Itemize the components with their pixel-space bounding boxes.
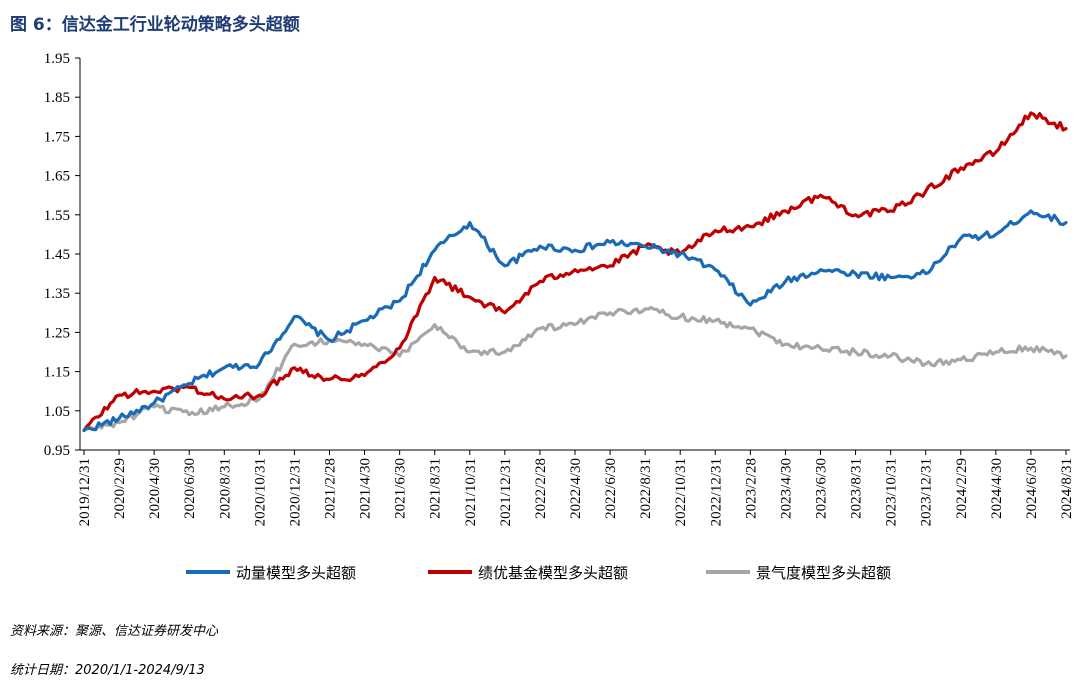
x-tick-label: 2023/6/30 [814, 458, 830, 519]
legend: 动量模型多头超额 绩优基金模型多头超额 景气度模型多头超额 [186, 564, 891, 582]
y-tick-label: 1.05 [44, 404, 70, 420]
x-tick-label: 2020/4/30 [147, 458, 163, 519]
x-tick-label: 2022/4/30 [568, 458, 584, 519]
y-tick-label: 0.95 [44, 443, 70, 459]
x-tick-label: 2020/2/29 [112, 458, 128, 519]
y-tick-label: 1.85 [44, 90, 70, 106]
x-tick-label: 2022/12/31 [708, 458, 724, 526]
x-tick-label: 2022/2/28 [533, 458, 549, 519]
x-tick-label: 2024/2/29 [954, 458, 970, 519]
y-tick-label: 1.75 [44, 129, 70, 145]
x-tick-label: 2020/8/31 [217, 458, 233, 519]
x-tick-label: 2023/2/28 [743, 458, 759, 519]
y-tick-label: 1.45 [44, 247, 70, 263]
x-tick-label: 2021/8/31 [428, 458, 444, 519]
y-tick-label: 1.25 [44, 325, 70, 341]
series-layer [82, 111, 1068, 432]
y-axis: 0.95 1.05 1.15 1.25 1.35 1.45 1.55 1.65 1.75 1.85… [44, 51, 81, 459]
legend-label-2: 景气度模型多头超额 [756, 564, 891, 582]
chart-title: 图 6：信达金工行业轮动策略多头超额 [10, 15, 300, 35]
x-tick-label: 2022/10/31 [673, 458, 689, 526]
x-tick-label: 2021/6/30 [393, 458, 409, 519]
legend-label-0: 动量模型多头超额 [236, 564, 356, 582]
y-tick-label: 1.65 [44, 169, 70, 185]
x-tick-label: 2021/10/31 [463, 458, 479, 526]
x-tick-label: 2023/8/31 [849, 458, 865, 519]
x-tick-label: 2024/8/31 [1059, 458, 1075, 519]
x-tick-label: 2020/6/30 [182, 458, 198, 519]
x-tick-label: 2020/12/31 [287, 458, 303, 526]
x-tick-label: 2022/8/31 [638, 458, 654, 519]
series-line-2 [82, 305, 1068, 432]
series-line-1 [82, 111, 1068, 432]
y-tick-label: 1.15 [44, 365, 70, 381]
x-tick-label: 2023/12/31 [919, 458, 935, 526]
y-tick-label: 1.35 [44, 286, 70, 302]
y-tick-label: 1.55 [44, 208, 70, 224]
period-note: 统计日期：2020/1/1-2024/9/13 [10, 663, 205, 678]
x-tick-label: 2021/4/30 [358, 458, 374, 519]
x-tick-label: 2024/6/30 [1024, 458, 1040, 519]
x-tick-label: 2021/12/31 [498, 458, 514, 526]
x-tick-label: 2023/10/31 [884, 458, 900, 526]
x-tick-label: 2024/4/30 [989, 458, 1005, 519]
x-tick-label: 2020/10/31 [252, 458, 268, 526]
x-tick-label: 2021/2/28 [323, 458, 339, 519]
series-line-0 [82, 209, 1068, 432]
x-tick-label: 2023/4/30 [778, 458, 794, 519]
y-tick-label: 1.95 [44, 51, 70, 67]
x-tick-label: 2022/6/30 [603, 458, 619, 519]
legend-label-1: 绩优基金模型多头超额 [478, 564, 628, 582]
source-note: 资料来源：聚源、信达证券研发中心 [10, 624, 219, 639]
x-axis: 2019/12/31 2020/2/29 2020/4/30 2020/6/30 202… [77, 449, 1075, 526]
x-tick-label: 2019/12/31 [77, 458, 93, 526]
